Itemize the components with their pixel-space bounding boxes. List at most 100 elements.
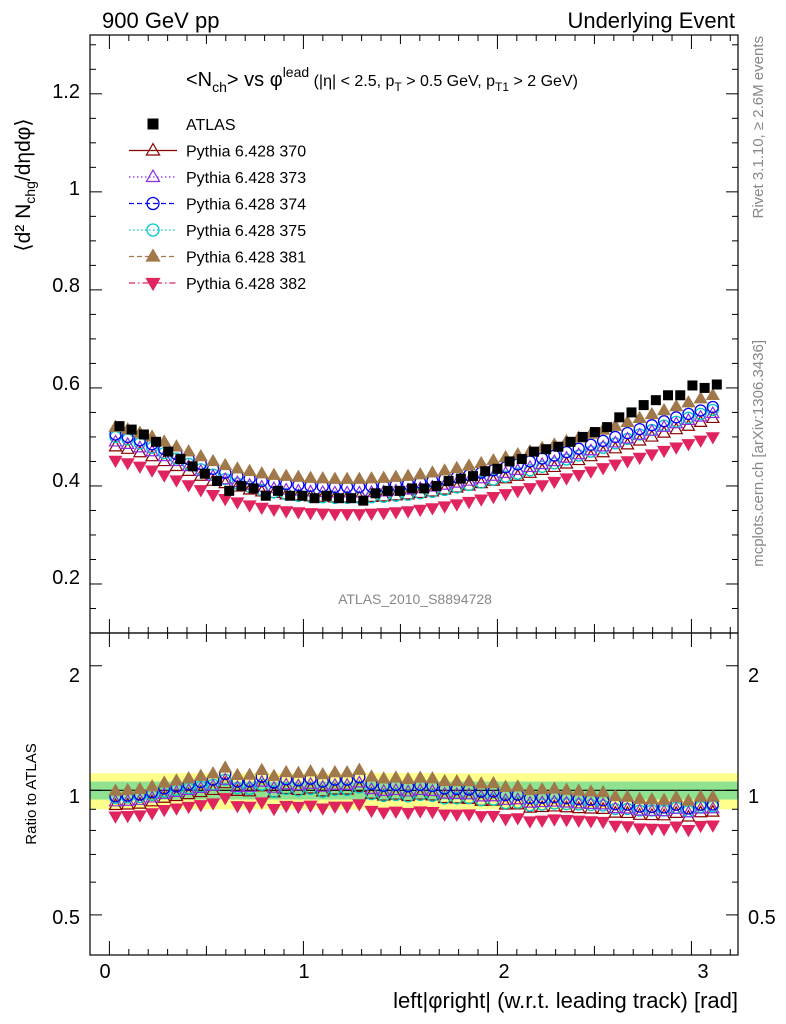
data-point [175,453,186,464]
ratio-point [449,773,464,787]
data-point [669,422,684,435]
y-axis-label-after: /dηdφ⟩ [12,118,35,181]
data-point [394,485,405,496]
ratio-tick-label-right: 2 [748,665,759,687]
data-point [114,421,125,432]
data-point [120,436,135,450]
ratio-tick-label-right: 1 [748,786,759,808]
data-point [132,440,147,453]
data-point [352,471,367,484]
ratio-point [644,823,659,837]
ratio-point [461,774,477,787]
ratio-point [266,768,282,781]
legend-marker [145,248,161,262]
ratio-point [315,803,330,816]
data-point [711,379,722,390]
series-6 [108,432,720,522]
legend-label: Pythia 6.428 374 [186,197,306,214]
data-point [577,431,588,442]
ratio-point [644,792,659,805]
data-point [437,463,452,476]
data-point [242,463,257,476]
data-point [449,499,464,512]
data-point [437,501,452,514]
data-point [364,471,379,484]
plot-title-cuts-sub: T1 [495,80,509,94]
ratio-point [327,765,343,778]
ratio-point [535,782,550,795]
data-point [212,476,223,487]
data-point [382,485,393,496]
data-point [583,466,599,479]
ratio-point [315,766,330,780]
ratio-point [303,800,318,813]
ratio-y-tick-labels: 0.5 1 2 0.5 1 2 [52,665,776,929]
data-point [181,480,196,493]
ratio-point [559,815,574,828]
data-point [169,439,184,452]
ratio-point [656,824,672,837]
ratio-point [413,787,428,800]
ratio-point [108,811,123,824]
ratio-axis-label: Ratio to ATLAS [23,743,40,844]
y-tick-label: 0.2 [52,567,80,589]
data-point [187,461,198,472]
ratio-point [388,770,403,783]
mcplots-label: mcplots.cern.ch [arXiv:1306.3436] [750,340,767,567]
data-point [413,467,428,480]
data-point [528,446,539,457]
header-right: Underlying Event [567,8,735,33]
ratio-point [571,783,586,796]
ratio-point [120,811,135,824]
ratio-point [425,788,440,801]
plot-title: <Nch> vs φlead (|η| < 2.5, pT > 0.5 GeV,… [186,64,578,95]
legend-marker [146,223,160,237]
data-point [425,503,440,516]
data-point [340,509,355,522]
legend-entry: Pythia 6.428 374 [129,197,306,214]
ratio-point [303,764,318,777]
data-point [151,436,162,447]
y-axis-label: ⟨d² Nchg/dηdφ⟩ [12,118,38,251]
data-point [279,468,294,481]
ratio-point [437,809,452,822]
ratio-point [681,805,696,818]
ratio-point [132,781,147,794]
legend-marker [145,168,161,183]
x-axis-label: left|φright| (w.r.t. leading track) [rad… [393,988,738,1013]
data-point [633,422,646,436]
data-point [663,390,674,401]
ratio-point [596,797,611,810]
ratio-point [327,801,343,814]
data-point [559,473,574,486]
ratio-point [243,782,256,796]
data-point [321,490,332,501]
data-point [266,504,282,518]
ratio-point [413,770,428,783]
ratio-point [242,784,257,797]
data-point [670,411,683,424]
data-point [596,441,610,454]
data-point [602,422,613,433]
ratio-point [632,803,647,816]
data-point [516,453,527,464]
data-point [461,458,477,471]
ratio-point [449,791,464,804]
data-point [669,442,684,455]
ratio-point [522,795,538,808]
ratio-point [669,790,684,803]
ratio-point [559,782,574,795]
data-point [205,453,221,467]
data-point [218,472,233,485]
data-point [644,429,659,442]
ratio-point [632,807,647,820]
data-point [443,476,454,487]
ratio-point [157,775,172,788]
ratio-frame [89,632,739,956]
legend-marker [145,142,161,156]
data-point [346,493,357,504]
ratio-point [108,797,123,811]
ratio-point [596,799,610,812]
series-0 [114,379,722,506]
ratio-point [364,805,379,819]
